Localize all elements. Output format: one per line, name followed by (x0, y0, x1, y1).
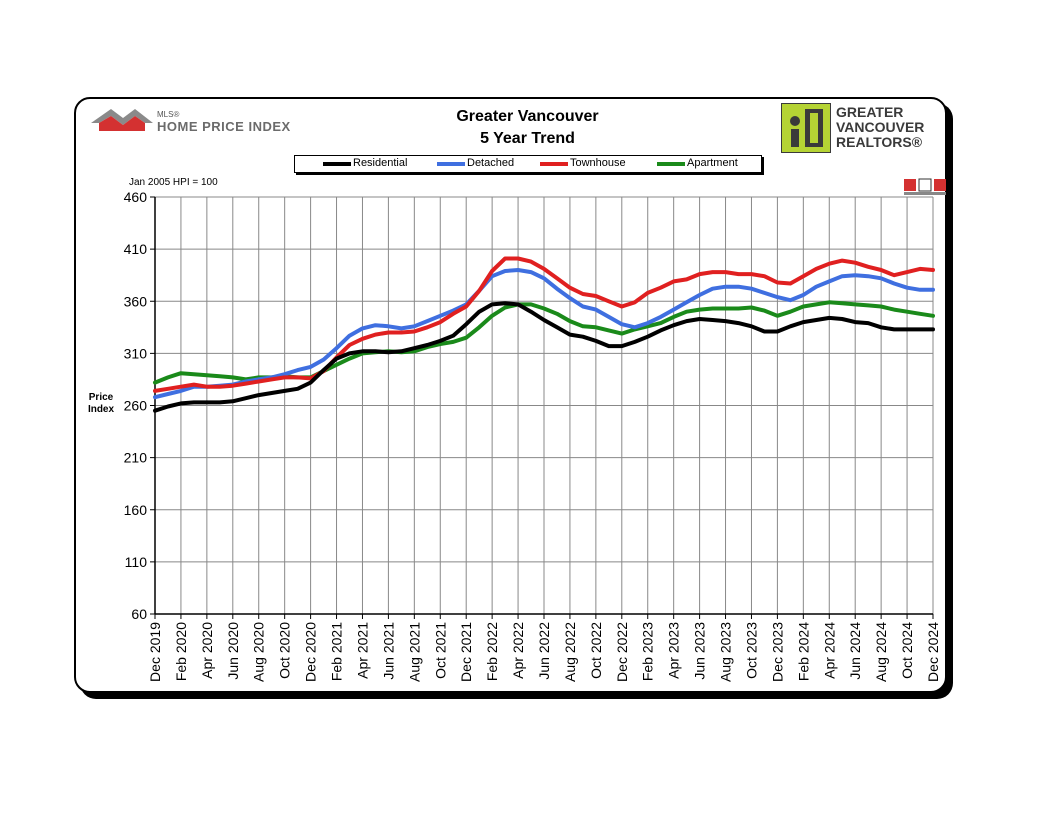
y-axis-title-text: Price Index (87, 392, 115, 415)
x-tick-label: Aug 2024 (873, 622, 889, 682)
chart-subtitle: 5 Year Trend (480, 130, 575, 147)
x-tick-label: Feb 2021 (329, 622, 345, 681)
x-tick-label: Feb 2020 (173, 622, 189, 681)
x-tick-label: Oct 2021 (432, 622, 448, 679)
gvr-logo-icon (781, 103, 831, 153)
y-tick-label: 460 (124, 189, 148, 205)
y-tick-label: 410 (124, 241, 148, 257)
y-tick-label: 260 (124, 398, 148, 414)
series-line-detached (153, 268, 935, 400)
x-tick-label: Apr 2023 (666, 622, 682, 679)
hpi-base-note: Jan 2005 HPI = 100 (129, 177, 218, 188)
x-tick-label: Apr 2021 (354, 622, 370, 679)
mls-mini-logo (904, 178, 946, 195)
gvr-text-line1: GREATER (836, 104, 904, 120)
mls-small-label: MLS® (157, 110, 180, 119)
y-tick-label: 310 (124, 345, 148, 361)
legend-label-apartment: Apartment (687, 157, 738, 169)
x-tick-label: Oct 2023 (743, 622, 759, 679)
mls-house-logo (91, 109, 153, 131)
x-tick-label: Oct 2022 (588, 622, 604, 679)
x-tick-label: Aug 2021 (406, 622, 422, 682)
x-tick-label: Apr 2020 (199, 622, 215, 679)
x-tick-label: Dec 2021 (458, 622, 474, 682)
x-tick-label: Feb 2023 (640, 622, 656, 681)
x-tick-label: Dec 2020 (303, 622, 319, 682)
x-tick-label: Apr 2022 (510, 622, 526, 679)
legend-swatch-detached (437, 162, 465, 166)
x-tick-label: Oct 2024 (899, 622, 915, 679)
y-tick-label: 110 (125, 554, 148, 570)
y-tick-label: 360 (124, 293, 148, 309)
x-tick-label: Feb 2024 (795, 622, 811, 681)
x-tick-label: Jun 2022 (536, 622, 552, 680)
legend-label-residential: Residential (353, 157, 408, 169)
x-tick-label: Dec 2019 (147, 622, 163, 682)
x-tick-label: Aug 2020 (251, 622, 267, 682)
legend-label-detached: Detached (467, 157, 515, 169)
y-tick-label: 160 (124, 502, 148, 518)
y-tick-label: 210 (124, 450, 148, 466)
y-tick-label: 60 (131, 606, 147, 622)
x-tick-label: Apr 2024 (821, 622, 837, 679)
x-tick-label: Oct 2020 (277, 622, 293, 679)
x-tick-label: Jun 2024 (847, 622, 863, 680)
gvr-text-line3: REALTORS® (836, 134, 923, 150)
x-tick-label: Dec 2022 (614, 622, 630, 682)
mls-home-price-index-label: HOME PRICE INDEX (157, 119, 291, 134)
x-tick-label: Jun 2023 (692, 622, 708, 680)
chart-title: Greater Vancouver (456, 108, 599, 125)
x-tick-label: Aug 2022 (562, 622, 578, 682)
legend-label-townhouse: Townhouse (570, 157, 626, 169)
x-tick-label: Jun 2021 (380, 622, 396, 680)
gvr-text-line2: VANCOUVER (836, 119, 925, 135)
legend-swatch-apartment (657, 162, 685, 166)
x-tick-label: Aug 2023 (718, 622, 734, 682)
x-tick-label: Jun 2020 (225, 622, 241, 680)
y-axis-title: Price Index (84, 392, 118, 416)
x-tick-label: Dec 2023 (769, 622, 785, 682)
legend-swatch-residential (323, 162, 351, 166)
x-tick-label: Dec 2024 (925, 622, 941, 682)
chart-legend: Residential Detached Townhouse Apartment (294, 155, 762, 173)
legend-swatch-townhouse (540, 162, 568, 166)
x-tick-label: Feb 2022 (484, 622, 500, 681)
series-line-residential (153, 301, 935, 413)
series-line-townhouse (153, 256, 935, 393)
